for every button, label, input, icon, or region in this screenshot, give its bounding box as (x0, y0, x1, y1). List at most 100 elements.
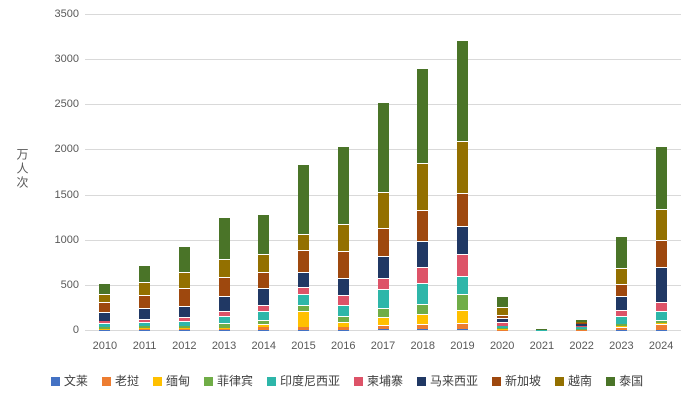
bar-segment-文莱 (377, 329, 389, 330)
legend-label: 柬埔寨 (367, 374, 404, 388)
legend-swatch-icon (354, 376, 363, 386)
y-axis-title: 万人次 (15, 148, 29, 190)
bar-segment-柬埔寨 (99, 321, 111, 324)
bar-segment-印度尼西亚 (655, 310, 667, 321)
legend-swatch-icon (50, 376, 60, 386)
bar-segment-缅甸 (178, 327, 190, 329)
y-tick-label: 2500 (54, 98, 79, 111)
bar-segment-新加坡 (99, 301, 111, 312)
bar-segment-印度尼西亚 (298, 294, 310, 306)
bar-segment-印度尼西亚 (417, 282, 429, 305)
bar-segment-马来西亚 (417, 240, 429, 268)
bar-segment-印度尼西亚 (496, 325, 508, 328)
y-tick-label: 2000 (54, 143, 79, 156)
bar-segment-文莱 (456, 329, 468, 330)
bar-segment-泰国 (298, 163, 310, 235)
x-tick-label: 2010 (92, 340, 118, 352)
bar-segment-柬埔寨 (258, 304, 270, 312)
bar-segment-越南 (456, 141, 468, 193)
bar-segment-泰国 (576, 319, 588, 322)
x-tick-label: 2022 (569, 340, 594, 352)
legend-swatch-icon (203, 376, 213, 386)
y-tick-label: 0 (72, 324, 79, 336)
bar-segment-越南 (258, 253, 270, 272)
bar-segment-泰国 (178, 246, 190, 273)
legend-swatch-icon (606, 376, 616, 386)
legend-swatch-icon (555, 376, 565, 386)
legend-label: 泰国 (619, 374, 644, 388)
bar-segment-越南 (417, 163, 429, 210)
legend-item-泰国: 泰国 (606, 374, 643, 388)
bar-segment-越南 (139, 282, 151, 296)
x-tick-label: 2011 (132, 340, 157, 352)
bar-segment-泰国 (258, 214, 270, 254)
bar-segment-马来西亚 (99, 311, 111, 322)
bar-segment-老挝 (456, 322, 468, 330)
bar-segment-越南 (615, 267, 627, 284)
bar-segment-马来西亚 (178, 305, 190, 317)
bar-segment-缅甸 (139, 328, 151, 330)
bar-segment-泰国 (139, 264, 151, 283)
bar-segment-柬埔寨 (496, 322, 508, 326)
bar-segment-新加坡 (377, 228, 389, 257)
bar-segment-越南 (178, 272, 190, 289)
bar-segment-泰国 (218, 217, 230, 260)
bar-segment-老挝 (615, 326, 627, 330)
bar-segment-印度尼西亚 (337, 304, 349, 317)
legend-item-文莱: 文莱 (50, 374, 88, 388)
bar-segment-柬埔寨 (377, 278, 389, 289)
bar-segment-新加坡 (298, 250, 310, 273)
bar-segment-印度尼西亚 (456, 276, 468, 294)
x-tick-label: 2023 (609, 340, 634, 352)
bar-segment-文莱 (417, 329, 429, 330)
bar-segment-老挝 (337, 327, 349, 330)
legend-item-新加坡: 新加坡 (492, 374, 541, 388)
bar-segment-老挝 (417, 323, 429, 330)
bar-segment-菲律宾 (576, 328, 588, 330)
x-tick-label: 2014 (251, 340, 277, 352)
bar-segment-印度尼西亚 (258, 311, 270, 321)
bar-segment-老挝 (178, 328, 190, 330)
legend-item-马来西亚: 马来西亚 (417, 374, 478, 388)
legend-swatch-icon (152, 376, 162, 386)
legend-swatch-icon (266, 376, 276, 386)
legend-swatch-icon (417, 376, 427, 386)
bar-segment-新加坡 (337, 251, 349, 279)
bar-segment-缅甸 (337, 322, 349, 328)
bar-segment-缅甸 (99, 328, 111, 330)
bar-segment-新加坡 (139, 295, 151, 308)
bar-segment-柬埔寨 (655, 302, 667, 311)
bar-segment-缅甸 (496, 328, 508, 330)
bar-segment-菲律宾 (456, 293, 468, 311)
bar-segment-马来西亚 (496, 317, 508, 323)
x-tick-label: 2019 (450, 340, 475, 352)
bar-segment-菲律宾 (298, 305, 310, 311)
bar-segment-越南 (99, 293, 111, 302)
y-tick-label: 3500 (54, 8, 79, 20)
bar-segment-菲律宾 (218, 323, 230, 328)
bar-segment-菲律宾 (99, 327, 111, 329)
bar-segment-泰国 (615, 236, 627, 268)
bar-segment-马来西亚 (576, 323, 588, 326)
x-tick-label: 2021 (529, 340, 555, 352)
bar-segment-新加坡 (258, 271, 270, 289)
y-tick-label: 1000 (54, 233, 79, 246)
legend-label: 马来西亚 (430, 374, 479, 388)
x-tick-label: 2024 (648, 340, 674, 352)
x-tick-label: 2018 (410, 340, 435, 352)
bar-segment-马来西亚 (615, 295, 627, 310)
bar-segment-老挝 (298, 327, 310, 330)
bar-segment-缅甸 (377, 316, 389, 325)
bar-segment-印度尼西亚 (576, 326, 588, 329)
bar-segment-泰国 (337, 146, 349, 224)
bar-segment-泰国 (456, 40, 468, 142)
bar-segment-泰国 (655, 145, 667, 209)
bar-segment-老挝 (655, 323, 667, 330)
legend-label: 新加坡 (505, 374, 542, 388)
bar-segment-印度尼西亚 (615, 315, 627, 324)
legend-swatch-icon (492, 376, 502, 386)
bar-segment-印度尼西亚 (99, 323, 111, 328)
bar-segment-柬埔寨 (456, 253, 468, 277)
x-axis-line (85, 330, 681, 331)
legend-item-柬埔寨: 柬埔寨 (354, 374, 403, 388)
